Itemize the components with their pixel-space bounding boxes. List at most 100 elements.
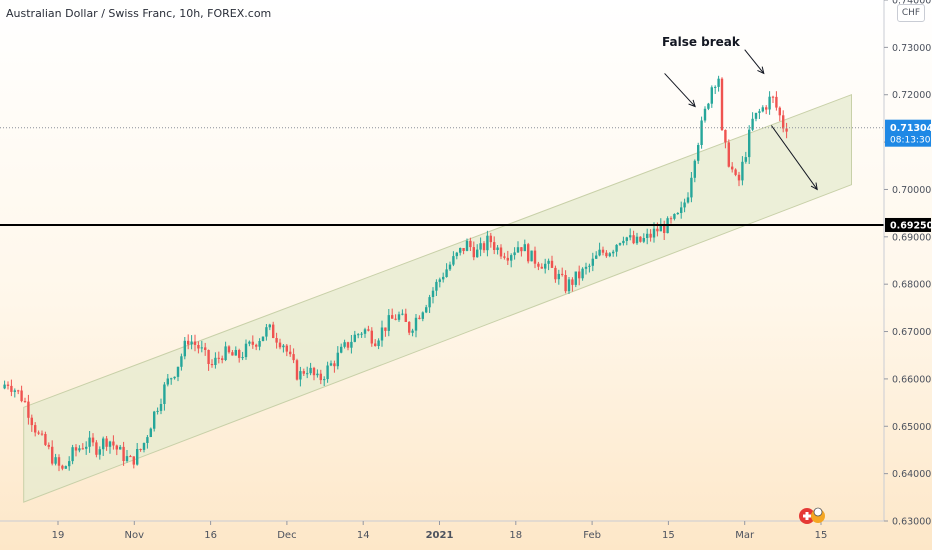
candle-body — [27, 401, 30, 418]
candle-body — [564, 275, 567, 292]
candle-body — [785, 128, 788, 132]
x-tick-label: 19 — [52, 530, 65, 541]
annotation-arrow — [744, 49, 765, 74]
support-price-label-bg — [885, 217, 931, 232]
candle-body — [639, 236, 642, 242]
candle-body — [108, 441, 112, 447]
candle-body — [221, 358, 224, 360]
candle-body — [214, 357, 217, 365]
candle-body — [51, 446, 54, 464]
candle-body — [119, 446, 122, 450]
candle-body — [561, 273, 564, 275]
candle-body — [768, 96, 771, 110]
candle-body — [591, 258, 594, 266]
candle-body — [527, 244, 530, 262]
candle-body — [778, 107, 781, 116]
candle-body — [115, 445, 118, 450]
candle-body — [428, 297, 431, 308]
candle-body — [482, 243, 486, 251]
candle-body — [724, 130, 727, 143]
candle-body — [530, 250, 533, 262]
x-tick-label: 14 — [357, 530, 370, 541]
candle-body — [629, 235, 632, 238]
candle-body — [544, 263, 547, 269]
candle-body — [727, 142, 730, 167]
candle-body — [346, 342, 350, 348]
candle-body — [159, 404, 163, 411]
candle-body — [30, 417, 33, 426]
x-tick-label: Mar — [735, 530, 755, 541]
candle-body — [472, 247, 475, 258]
y-tick-label: 0.67000 — [892, 327, 931, 338]
candle-body — [486, 235, 489, 251]
candle-body — [319, 373, 322, 381]
candle-body — [397, 314, 401, 320]
candle-body — [207, 350, 210, 364]
candle-body — [183, 340, 186, 357]
candle-body — [520, 247, 523, 252]
candle-body — [156, 410, 159, 412]
x-tick-label: 16 — [204, 530, 217, 541]
y-tick-label: 0.70000 — [892, 185, 931, 196]
candle-body — [625, 237, 628, 241]
candle-body — [459, 248, 462, 253]
candle-body — [122, 446, 125, 461]
x-tick-label: 15 — [815, 530, 828, 541]
candle-body — [316, 373, 319, 376]
candle-body — [241, 357, 244, 359]
candle-body — [224, 346, 227, 360]
candle-body — [367, 329, 370, 331]
candle-body — [193, 341, 197, 345]
candle-body — [411, 330, 414, 333]
candle-body — [377, 340, 380, 346]
candle-body — [547, 260, 550, 264]
candle-body — [78, 448, 81, 451]
symbol-title: Australian Dollar / Swiss Franc, 10h, FO… — [6, 7, 272, 20]
price-lines-layer — [0, 127, 884, 226]
candle-body — [57, 457, 61, 466]
candle-body — [47, 444, 50, 447]
candle-body — [571, 279, 574, 285]
candle-body — [329, 363, 333, 366]
candle-body — [282, 345, 285, 348]
candle-body — [6, 384, 10, 386]
candle-body — [748, 129, 751, 158]
candle-body — [496, 247, 499, 250]
candle-body — [85, 446, 88, 449]
candle-body — [88, 437, 91, 447]
candle-body — [690, 177, 693, 198]
candle-body — [312, 367, 316, 376]
candle-body — [132, 456, 135, 465]
x-tick-label: Dec — [277, 530, 296, 541]
candle-body — [265, 327, 268, 337]
arrow-head — [757, 66, 765, 75]
candle-body — [217, 357, 220, 359]
candle-body — [435, 281, 438, 291]
y-tick-label: 0.65000 — [892, 422, 931, 433]
candle-body — [336, 352, 339, 367]
candle-body — [476, 249, 479, 258]
candle-body — [380, 327, 384, 341]
candle-body — [102, 438, 105, 450]
candle-body — [153, 411, 156, 429]
candle-body — [438, 279, 441, 282]
candle-body — [238, 350, 241, 358]
candle-body — [554, 267, 557, 280]
y-tick-label: 0.69000 — [892, 232, 931, 243]
candle-body — [717, 78, 720, 87]
candle-body — [3, 384, 6, 389]
candle-body — [343, 342, 346, 347]
candle-body — [200, 347, 203, 349]
currency-badge[interactable]: CHF — [897, 4, 925, 22]
candle-body — [68, 461, 71, 467]
current-price-label-bg — [885, 119, 931, 147]
candle-body — [394, 318, 397, 320]
candle-body — [95, 442, 98, 455]
candles-layer — [3, 75, 788, 472]
candle-body — [584, 266, 588, 269]
candle-body — [384, 327, 387, 331]
candle-body — [360, 333, 363, 335]
candle-body — [615, 244, 618, 252]
candle-body — [136, 449, 139, 465]
